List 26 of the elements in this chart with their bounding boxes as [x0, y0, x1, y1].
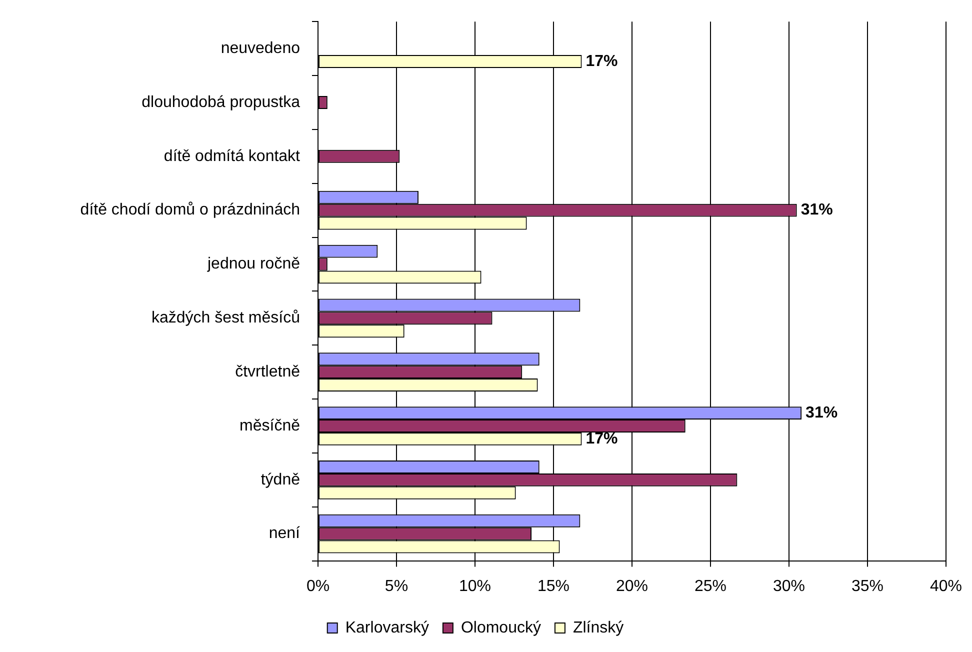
x-tick-label: 10% [458, 578, 492, 595]
y-tick-label: dlouhodobá propustka [142, 94, 300, 111]
x-tick-label: 30% [772, 578, 806, 595]
y-tick-label: jednou ročně [206, 256, 300, 273]
data-label: 17% [586, 430, 618, 448]
x-tick-label: 20% [616, 578, 648, 595]
legend-label: Zlínský [572, 619, 624, 636]
legend-label: Karlovarský [345, 619, 429, 636]
y-tick-label: neuvedeno [220, 40, 300, 57]
y-tick-label: čtvrtletně [235, 363, 300, 380]
y-tick-label: dítě odmítá kontakt [164, 148, 301, 165]
y-tick-label: dítě chodí domů o prázdninách [80, 202, 300, 219]
x-tick-label: 15% [537, 578, 570, 595]
x-tick-label: 35% [851, 578, 884, 595]
y-tick-label: týdně [260, 471, 300, 488]
legend-label: Olomoucký [460, 619, 541, 636]
x-tick-label: 0% [306, 578, 330, 595]
data-label: 31% [800, 202, 833, 219]
y-tick-label: každých šest měsíců [152, 310, 300, 327]
y-tick-label: není [268, 525, 301, 542]
x-tick-label: 25% [694, 578, 727, 595]
data-label: 31% [806, 404, 838, 422]
x-tick-label: 40% [930, 578, 962, 595]
x-tick-label: 5% [384, 578, 408, 595]
y-tick-label: měsíčně [240, 417, 300, 434]
data-label: 17% [586, 52, 618, 70]
